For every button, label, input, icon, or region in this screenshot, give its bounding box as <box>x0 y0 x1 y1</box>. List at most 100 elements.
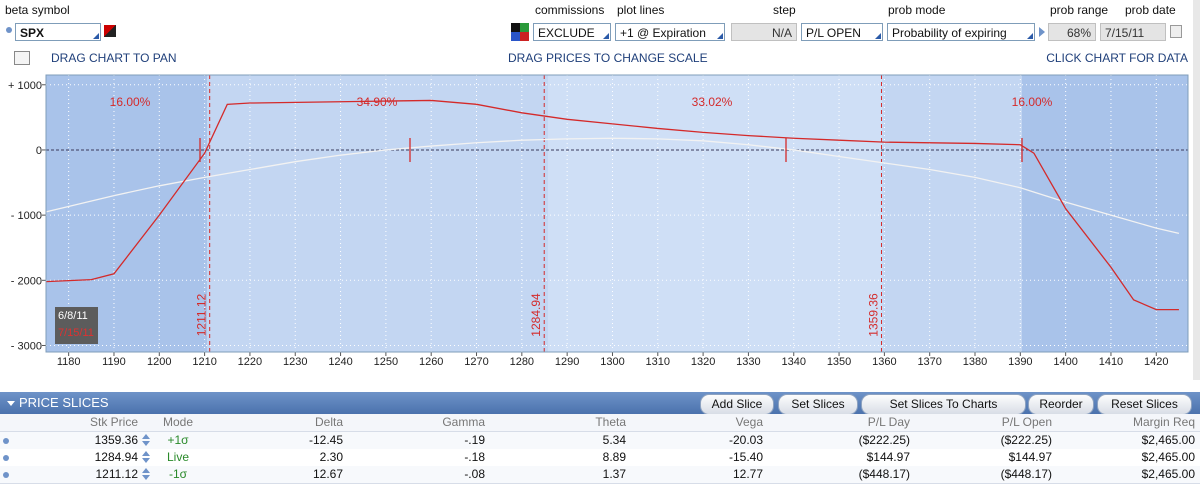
x-tick-label: 1350 <box>827 356 851 368</box>
column-header: Vega <box>735 415 763 429</box>
column-header: Margin Req <box>1132 415 1195 429</box>
y-tick-label: + 1000 <box>8 80 42 92</box>
x-tick-label: 1370 <box>917 356 941 368</box>
label: prob date <box>1125 3 1176 17</box>
symbol-input[interactable]: SPX <box>15 23 101 41</box>
button[interactable]: Reset Slices <box>1097 394 1192 415</box>
x-tick-label: 1190 <box>102 356 126 368</box>
table-row[interactable]: 1284.94 Live 2.30 -.18 8.89 -15.40 $144.97 $144… <box>0 449 1200 467</box>
prob-date-input[interactable]: 7/15/11 <box>1100 23 1166 41</box>
prob-mode-select[interactable]: Probability of expiring <box>887 23 1035 41</box>
table-cell: $144.97 <box>866 450 910 464</box>
row-icon <box>3 438 9 444</box>
button[interactable]: Set Slices To Charts <box>861 394 1026 415</box>
icon[interactable] <box>104 25 116 37</box>
x-tick-label: 1420 <box>1144 356 1168 368</box>
x-tick-label: 1280 <box>510 356 534 368</box>
x-tick-label: 1200 <box>147 356 171 368</box>
y-tick-label: 0 <box>36 145 42 157</box>
collapse-arrow[interactable] <box>7 401 15 406</box>
table-cell: 8.89 <box>602 450 626 464</box>
slice-label: 1211.12 <box>195 293 209 336</box>
color-icon[interactable] <box>511 23 529 41</box>
button[interactable]: Set Slices <box>778 394 858 415</box>
table-header: Stk Price Mode Delta Gamma Theta Vega P/L Day P… <box>0 414 1200 432</box>
table-cell: 1284.94 <box>94 450 138 464</box>
label: step <box>773 3 796 17</box>
prob-band <box>46 75 207 352</box>
plot-lines-select[interactable]: +1 @ Expiration <box>615 23 725 41</box>
table-cell: $2,465.00 <box>1141 450 1195 464</box>
label: plot lines <box>617 3 665 17</box>
chart[interactable]: 1180 1190 1200 1210 1220 1230 1240 1250 1260 1270… <box>0 0 1193 380</box>
spinner <box>142 468 150 473</box>
table-cell: ($448.17) <box>1000 467 1052 481</box>
spinner <box>142 434 150 439</box>
column-header: Delta <box>314 415 343 429</box>
label: prob mode <box>888 3 946 17</box>
column-header: P/L Open <box>1001 415 1052 429</box>
table: Stk Price Mode Delta Gamma Theta Vega P/L Day P… <box>0 414 1200 486</box>
column-header: P/L Day <box>867 415 910 429</box>
table-cell: -.19 <box>464 433 485 447</box>
x-tick-label: 1410 <box>1099 356 1123 368</box>
prob-range-input[interactable]: 68% <box>1048 23 1096 41</box>
x-tick-label: 1310 <box>646 356 670 368</box>
pl-select[interactable]: P/L OPEN <box>801 23 883 41</box>
x-tick-label: 1220 <box>238 356 262 368</box>
button[interactable]: Reorder <box>1028 394 1094 415</box>
x-tick-label: 1260 <box>419 356 443 368</box>
table-cell: 1211.12 <box>95 467 139 481</box>
table-cell: -12.45 <box>308 433 343 447</box>
date-label: 6/8/11 <box>58 310 88 322</box>
calendar-icon[interactable] <box>1170 25 1182 38</box>
column-header: Theta <box>595 415 626 429</box>
probability-label: 34.90% <box>357 95 398 109</box>
icon <box>6 27 12 33</box>
table-cell: 2.30 <box>319 450 343 464</box>
chart-icon[interactable] <box>14 51 30 65</box>
x-tick-label: 1300 <box>600 356 624 368</box>
x-tick-label: 1320 <box>691 356 715 368</box>
table-cell: 12.77 <box>732 467 763 481</box>
column-header: Gamma <box>442 415 485 429</box>
spinner <box>142 458 150 463</box>
date-label: 7/15/11 <box>58 327 94 339</box>
x-tick-label: 1400 <box>1053 356 1077 368</box>
table-cell: 1359.36 <box>94 433 138 447</box>
spinner <box>142 441 150 446</box>
hint: CLICK CHART FOR DATA <box>1046 51 1188 65</box>
probability-label: 16.00% <box>1012 95 1053 109</box>
date-box <box>55 307 98 344</box>
table-cell: 1.37 <box>602 467 626 481</box>
table-row[interactable]: 1211.12 -1σ 12.67 -.08 1.37 12.77 ($448.17) ($4… <box>0 466 1200 484</box>
table-cell: -.08 <box>464 467 485 481</box>
x-tick-label: 1390 <box>1008 356 1032 368</box>
scrollbar <box>1193 0 1200 380</box>
hint: DRAG CHART TO PAN <box>51 51 177 65</box>
panel-title: PRICE SLICES <box>19 395 109 410</box>
commissions-select[interactable]: EXCLUDE <box>533 23 611 41</box>
y-tick-label: - 2000 <box>11 275 42 287</box>
series-line <box>45 137 1180 235</box>
x-tick-label: 1290 <box>555 356 579 368</box>
table-row[interactable]: 1359.36 +1σ -12.45 -.19 5.34 -20.03 ($222.25) (… <box>0 432 1200 450</box>
table-cell: $2,465.00 <box>1141 433 1195 447</box>
slice-label: 1284.94 <box>529 293 543 337</box>
label: beta symbol <box>5 3 70 17</box>
series-line <box>45 99 1179 311</box>
table-cell: -20.03 <box>728 433 763 447</box>
arrow[interactable] <box>1039 27 1045 37</box>
plot-border <box>45 74 1189 353</box>
button[interactable]: Add Slice <box>700 394 774 415</box>
x-tick-label: 1340 <box>781 356 805 368</box>
x-tick-label: 1270 <box>464 356 488 368</box>
x-tick-label: 1230 <box>283 356 307 368</box>
table-cell: Live <box>166 450 189 464</box>
table-cell: $144.97 <box>1008 450 1052 464</box>
row-icon <box>3 455 9 461</box>
x-tick-label: 1380 <box>963 356 987 368</box>
column-header: Mode <box>162 415 194 429</box>
slice-label: 1359.36 <box>866 293 880 337</box>
x-tick-label: 1240 <box>328 356 352 368</box>
